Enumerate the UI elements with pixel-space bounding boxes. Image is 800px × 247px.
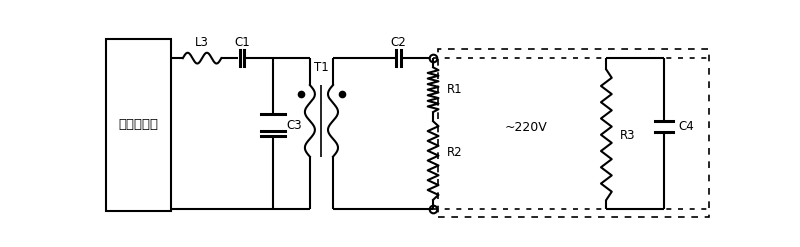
- Text: 功率放大器: 功率放大器: [118, 118, 158, 131]
- Text: ~220V: ~220V: [504, 121, 547, 134]
- Text: T1: T1: [314, 61, 329, 74]
- Text: R3: R3: [620, 129, 636, 142]
- Text: C4: C4: [678, 120, 694, 133]
- Bar: [438, 49, 709, 217]
- Text: C2: C2: [390, 36, 406, 49]
- Text: R2: R2: [447, 146, 462, 159]
- Text: R1: R1: [447, 83, 462, 96]
- Text: C1: C1: [234, 36, 250, 49]
- Bar: [106, 39, 171, 211]
- Text: C3: C3: [286, 119, 302, 132]
- Text: L3: L3: [195, 36, 209, 49]
